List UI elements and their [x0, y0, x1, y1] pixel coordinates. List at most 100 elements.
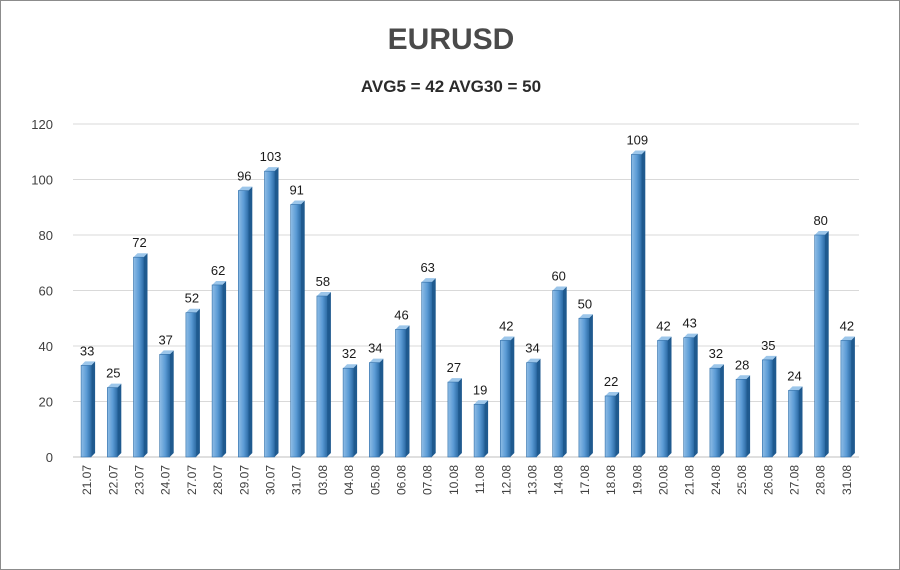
- y-tick-label: 40: [39, 339, 53, 354]
- data-label: 32: [709, 346, 723, 361]
- bar: [342, 367, 354, 458]
- bar: [683, 337, 695, 458]
- data-label: 52: [185, 291, 199, 306]
- bar-top: [133, 253, 148, 258]
- bar-side: [379, 358, 384, 457]
- x-tick-label: 19.08: [630, 465, 644, 495]
- bar-top: [736, 375, 751, 380]
- data-label: 43: [682, 316, 696, 331]
- bar-side: [719, 364, 724, 457]
- bar: [709, 367, 721, 458]
- bar: [185, 312, 197, 458]
- data-label: 22: [604, 374, 618, 389]
- data-label: 42: [840, 318, 854, 333]
- bar-top: [762, 355, 777, 360]
- bar-top: [421, 278, 436, 283]
- bar-side: [431, 278, 436, 457]
- y-tick-label: 100: [31, 173, 53, 188]
- bar-top: [631, 150, 646, 155]
- bar-side: [641, 150, 646, 457]
- x-tick-label: 07.08: [421, 465, 435, 495]
- bar-top: [343, 364, 358, 369]
- bar: [133, 256, 144, 458]
- bar-side: [91, 361, 96, 457]
- x-tick-label: 04.08: [342, 465, 356, 495]
- bar-top: [526, 358, 541, 363]
- bar: [368, 362, 380, 458]
- bar-side: [746, 375, 751, 457]
- bar-top: [238, 186, 253, 191]
- x-tick-label: 26.08: [761, 465, 775, 495]
- data-label: 24: [787, 368, 801, 383]
- x-tick-label: 18.08: [604, 465, 618, 495]
- x-tick-label: 24.08: [709, 465, 723, 495]
- bar: [552, 290, 564, 458]
- bar-side: [222, 280, 227, 457]
- bar-side: [562, 286, 567, 457]
- bar-side: [588, 314, 593, 457]
- x-tick-label: 05.08: [368, 465, 382, 495]
- bar-side: [536, 358, 541, 457]
- chart-title: EURUSD: [387, 23, 515, 56]
- bar-side: [510, 336, 515, 457]
- y-tick-label: 120: [31, 117, 53, 132]
- data-label: 27: [447, 360, 461, 375]
- bar-top: [840, 336, 855, 341]
- chart-subtitle: AVG5 = 42 AVG30 = 50: [360, 77, 542, 96]
- x-tick-label: 10.08: [447, 465, 461, 495]
- x-tick-label: 28.08: [814, 465, 828, 495]
- x-tick-label: 22.07: [106, 465, 120, 495]
- bar-side: [405, 325, 410, 457]
- data-label: 109: [626, 133, 648, 148]
- bar: [395, 329, 406, 458]
- bar-side: [798, 386, 803, 457]
- bar-top: [578, 314, 593, 319]
- data-label: 58: [316, 274, 330, 289]
- data-label: 50: [578, 296, 592, 311]
- bar-side: [248, 186, 253, 457]
- x-tick-label: 11.08: [473, 465, 487, 494]
- bar: [761, 359, 773, 458]
- bar: [159, 354, 170, 458]
- bar-top: [500, 336, 515, 341]
- data-label: 28: [735, 357, 749, 372]
- bar-side: [824, 231, 829, 457]
- data-label: 96: [237, 169, 251, 184]
- bar: [526, 362, 537, 458]
- bar-side: [353, 364, 358, 457]
- bar: [630, 154, 642, 458]
- bar: [578, 317, 590, 458]
- bar-top: [185, 308, 200, 313]
- data-label: 42: [499, 318, 513, 333]
- data-label: 103: [260, 149, 282, 164]
- bar: [264, 170, 275, 458]
- bar: [499, 340, 511, 458]
- bar-side: [667, 336, 672, 457]
- data-label: 62: [211, 263, 225, 278]
- x-tick-label: 14.08: [552, 465, 566, 495]
- x-tick-label: 27.07: [185, 465, 199, 495]
- x-tick-label: 29.07: [237, 465, 251, 495]
- bar-top: [657, 336, 672, 341]
- data-label: 72: [132, 235, 146, 250]
- bar-side: [169, 350, 174, 457]
- x-tick-label: 17.08: [578, 465, 592, 495]
- bar-top: [290, 200, 305, 205]
- data-label: 19: [473, 382, 487, 397]
- bar-top: [447, 378, 462, 383]
- bar-side: [850, 336, 855, 457]
- bar-side: [326, 292, 331, 457]
- data-label: 32: [342, 346, 356, 361]
- bar-side: [274, 167, 279, 458]
- bar-top: [552, 286, 567, 291]
- y-tick-label: 20: [39, 395, 53, 410]
- bar: [604, 395, 616, 458]
- data-label: 33: [80, 343, 94, 358]
- bar: [788, 390, 799, 458]
- bar-side: [195, 308, 200, 457]
- data-label: 60: [551, 269, 565, 284]
- x-tick-label: 31.08: [840, 465, 854, 495]
- bar: [735, 378, 747, 458]
- bar: [840, 340, 852, 458]
